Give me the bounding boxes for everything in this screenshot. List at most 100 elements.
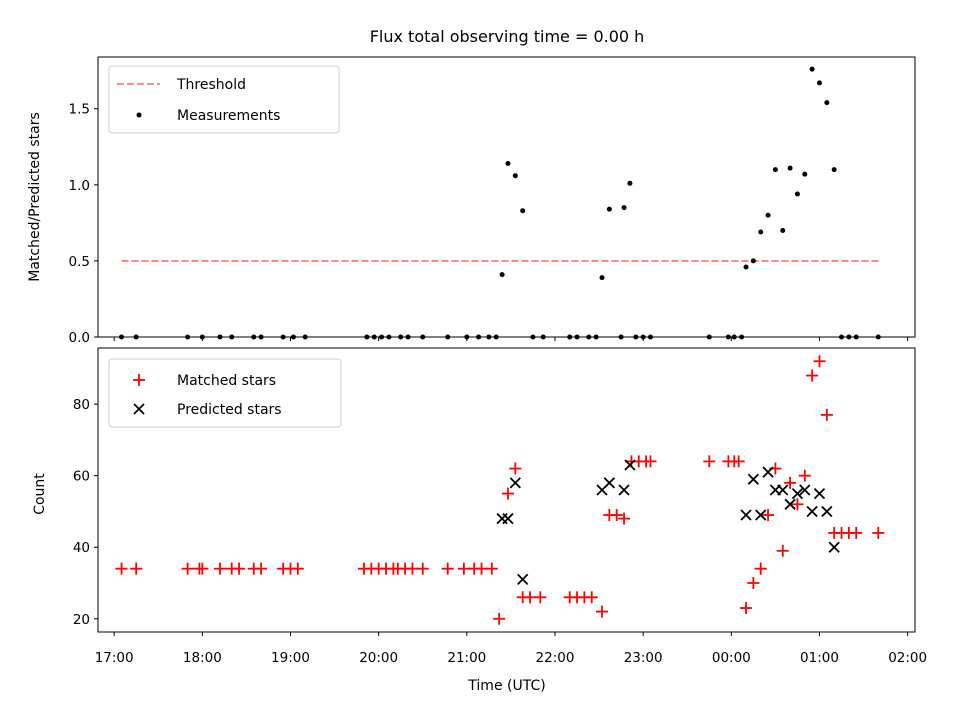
predicted-star-marker bbox=[784, 498, 796, 510]
matched-star-marker bbox=[196, 562, 209, 575]
predicted-star-marker bbox=[740, 509, 752, 521]
matched-star-marker bbox=[534, 591, 547, 604]
measurement-point bbox=[606, 206, 612, 212]
measurements-legend-label: Measurements bbox=[177, 108, 280, 124]
predicted-star-marker bbox=[747, 473, 759, 485]
predicted-star-marker bbox=[502, 512, 514, 525]
matched-star-marker bbox=[457, 562, 470, 575]
measurement-point bbox=[809, 66, 815, 72]
matched-star-marker bbox=[754, 562, 767, 575]
matched-star-marker bbox=[703, 455, 716, 468]
predicted-legend-label: Predicted stars bbox=[177, 402, 282, 418]
predicted-star-marker bbox=[791, 487, 804, 500]
matched-star-marker bbox=[747, 576, 760, 589]
count-panel: 20 40 60 80 17:00 18:00 19:00 20:00 21:00 22:00 23… bbox=[32, 347, 927, 694]
count-xtick-label: 22:00 bbox=[536, 650, 575, 666]
measurement-point bbox=[758, 229, 764, 235]
count-panel-frame bbox=[97, 347, 916, 633]
count-ytick-label: 40 bbox=[73, 540, 90, 556]
matched-star-marker bbox=[493, 612, 506, 625]
predicted-star-marker bbox=[624, 459, 636, 471]
predicted-star-marker bbox=[828, 541, 840, 553]
predicted-star-marker bbox=[755, 509, 767, 521]
matched-star-marker bbox=[798, 469, 811, 482]
matched-star-marker bbox=[291, 562, 304, 575]
predicted-star-marker bbox=[806, 505, 818, 518]
predicted-star-marker bbox=[618, 484, 630, 496]
matched-star-marker bbox=[585, 591, 598, 604]
matched-star-marker bbox=[740, 602, 753, 615]
matched-star-marker bbox=[233, 562, 246, 575]
matched-star-marker bbox=[406, 562, 419, 575]
matched-star-marker bbox=[732, 455, 745, 468]
measurement-point bbox=[621, 205, 627, 211]
measurement-point bbox=[772, 167, 778, 173]
predicted-star-marker bbox=[777, 484, 789, 496]
measurement-point bbox=[743, 264, 749, 270]
predicted-legend-swatch bbox=[133, 403, 145, 415]
ratio-ylabel: Matched/Predicted stars bbox=[27, 112, 43, 282]
count-xtick-label: 18:00 bbox=[183, 650, 222, 666]
ratio-panel-frame bbox=[97, 56, 916, 338]
predicted-star-marker bbox=[517, 573, 529, 586]
matched-legend-swatch bbox=[133, 374, 145, 386]
matched-star-marker bbox=[441, 562, 454, 575]
count-legend: Matched stars Predicted stars bbox=[108, 358, 342, 428]
measurement-point bbox=[499, 272, 505, 278]
matched-star-marker bbox=[872, 526, 885, 539]
ratio-legend-box bbox=[108, 65, 340, 134]
ratio-legend: Threshold Measurements bbox=[108, 65, 340, 134]
measurement-point bbox=[794, 191, 800, 197]
matched-star-marker bbox=[806, 369, 819, 382]
predicted-star-marker bbox=[821, 505, 833, 518]
matched-star-marker bbox=[416, 562, 429, 575]
matched-star-marker bbox=[784, 476, 797, 489]
ratio-ytick-label: 0.5 bbox=[69, 254, 90, 270]
matched-star-marker bbox=[115, 562, 128, 575]
matched-star-marker bbox=[255, 562, 268, 575]
matched-star-marker bbox=[213, 562, 226, 575]
count-xtick-label: 20:00 bbox=[359, 650, 398, 666]
threshold-legend-label: Threshold bbox=[176, 77, 246, 93]
measurement-point bbox=[627, 180, 633, 186]
matched-star-marker bbox=[776, 544, 789, 557]
matched-star-marker bbox=[850, 526, 863, 539]
measurement-point bbox=[750, 258, 756, 264]
matched-legend-label: Matched stars bbox=[177, 373, 276, 389]
matched-star-marker bbox=[501, 487, 514, 500]
matched-star-marker bbox=[509, 462, 522, 475]
matched-star-marker bbox=[644, 455, 657, 468]
count-ytick-label: 60 bbox=[73, 469, 90, 485]
count-xtick-label: 17:00 bbox=[95, 650, 134, 666]
matched-star-marker bbox=[610, 509, 623, 522]
predicted-star-marker bbox=[509, 477, 521, 489]
ratio-ytick-label: 1.5 bbox=[69, 102, 90, 118]
predicted-star-marker bbox=[762, 466, 774, 478]
measurement-point bbox=[765, 212, 771, 218]
matched-star-marker bbox=[762, 509, 775, 522]
ratio-ytick-label: 0.0 bbox=[69, 330, 90, 346]
matched-star-marker bbox=[618, 512, 631, 525]
chart-title: Flux total observing time = 0.00 h bbox=[370, 27, 645, 46]
predicted-star-marker bbox=[813, 487, 826, 500]
matched-star-marker bbox=[596, 605, 609, 618]
ratio-panel: 0.0 0.5 1.0 1.5 Matched/Predicted stars Thr… bbox=[27, 56, 916, 346]
measurement-point bbox=[787, 165, 793, 171]
measurements-legend-swatch bbox=[136, 112, 142, 118]
count-xlabel: Time (UTC) bbox=[467, 678, 545, 694]
count-ytick-label: 20 bbox=[73, 612, 90, 628]
matched-star-marker bbox=[130, 562, 143, 575]
count-xtick-label: 19:00 bbox=[271, 650, 310, 666]
measurement-point bbox=[512, 173, 518, 179]
predicted-star-marker bbox=[603, 477, 615, 489]
matched-star-marker bbox=[524, 591, 537, 604]
measurement-point bbox=[599, 275, 605, 281]
measurement-point bbox=[505, 161, 511, 167]
count-ytick-label: 80 bbox=[73, 397, 90, 413]
ratio-ytick-label: 1.0 bbox=[69, 178, 90, 194]
matched-star-marker bbox=[475, 562, 488, 575]
matched-star-marker bbox=[485, 562, 498, 575]
count-xtick-label: 23:00 bbox=[624, 650, 663, 666]
count-ylabel: Count bbox=[32, 473, 48, 515]
